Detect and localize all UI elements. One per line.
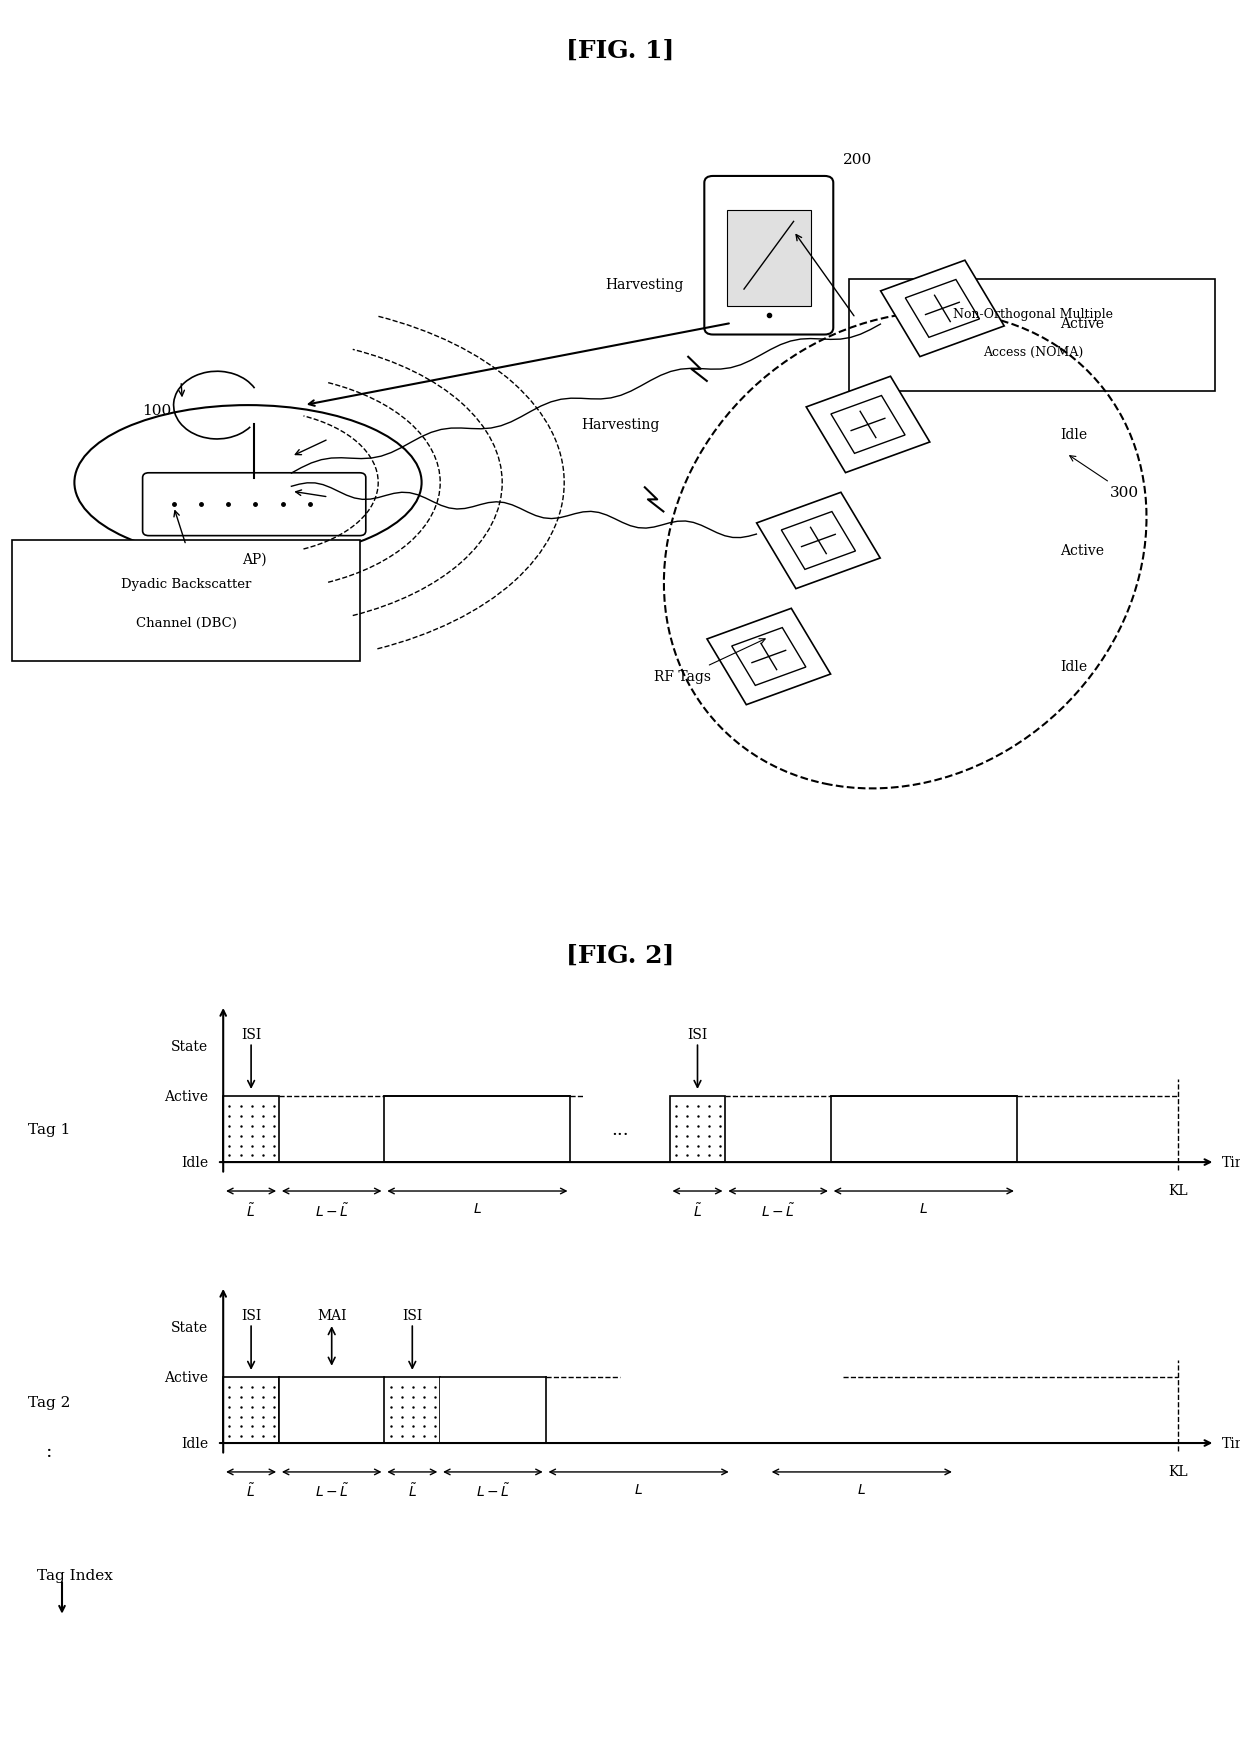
Text: 300: 300 [1110,487,1138,499]
Text: $\tilde{L}$: $\tilde{L}$ [408,1481,417,1500]
Text: RF Tags: RF Tags [653,669,711,683]
Text: $L - \tilde{L}$: $L - \tilde{L}$ [315,1481,348,1500]
Text: Harvesting: Harvesting [605,278,684,292]
Text: $\tilde{L}$: $\tilde{L}$ [247,1481,255,1500]
Text: $L - \tilde{L}$: $L - \tilde{L}$ [761,1202,795,1219]
Text: ...: ... [611,1121,629,1139]
Text: ISI: ISI [241,1028,262,1042]
Text: 200: 200 [843,153,873,167]
Text: MAI: MAI [317,1309,346,1323]
Text: $L$: $L$ [919,1202,929,1216]
Text: Tag 2: Tag 2 [29,1395,71,1409]
Text: KL: KL [1168,1464,1188,1478]
Text: $L - \tilde{L}$: $L - \tilde{L}$ [476,1481,510,1500]
Polygon shape [732,629,806,685]
Polygon shape [905,281,980,337]
Text: ISI: ISI [402,1309,423,1323]
Text: [FIG. 2]: [FIG. 2] [565,944,675,968]
Text: Time: Time [1221,1435,1240,1450]
Text: Dyadic Backscatter: Dyadic Backscatter [120,578,252,590]
Text: State: State [171,1040,208,1054]
Text: Harvesting: Harvesting [580,418,660,432]
Text: Active: Active [1060,316,1104,330]
FancyBboxPatch shape [143,473,366,536]
Bar [384,1096,570,1163]
Text: Tag Index: Tag Index [37,1569,113,1583]
FancyBboxPatch shape [849,279,1215,392]
Text: Non-Orthogonal Multiple: Non-Orthogonal Multiple [952,307,1114,320]
FancyBboxPatch shape [704,177,833,336]
Bar [279,1377,384,1442]
Text: 100: 100 [143,404,172,418]
Polygon shape [831,397,905,453]
Text: AP): AP) [242,553,267,568]
Bar [223,1096,279,1163]
Polygon shape [781,513,856,569]
Polygon shape [707,610,831,705]
FancyBboxPatch shape [727,211,811,306]
Text: $L$: $L$ [634,1481,644,1495]
Text: $L$: $L$ [472,1202,482,1216]
Text: Idle: Idle [181,1435,208,1450]
Text: Access (NOMA): Access (NOMA) [983,346,1083,358]
Bar [831,1096,1017,1163]
Text: Active: Active [165,1370,208,1385]
Text: Active: Active [165,1089,208,1103]
Text: :: : [46,1442,53,1460]
Text: $\tilde{L}$: $\tilde{L}$ [693,1202,702,1219]
Text: Time: Time [1221,1156,1240,1170]
Text: Idle: Idle [181,1156,208,1170]
Bar [384,1377,440,1442]
Bar [670,1096,725,1163]
Text: KL: KL [1168,1182,1188,1197]
Text: $L$: $L$ [857,1481,867,1495]
Text: $\tilde{L}$: $\tilde{L}$ [247,1202,255,1219]
Bar [223,1377,279,1442]
Polygon shape [756,494,880,589]
FancyBboxPatch shape [12,541,360,662]
Polygon shape [880,262,1004,357]
Text: ISI: ISI [241,1309,262,1323]
Text: $L - \tilde{L}$: $L - \tilde{L}$ [315,1202,348,1219]
Text: ISI: ISI [687,1028,708,1042]
Text: Tag 1: Tag 1 [29,1123,71,1137]
Polygon shape [806,378,930,473]
Text: Active: Active [1060,545,1104,557]
Text: Channel (DBC): Channel (DBC) [135,617,237,629]
Bar [440,1377,546,1442]
Text: State: State [171,1321,208,1335]
Text: Idle: Idle [1060,429,1087,441]
Text: Idle: Idle [1060,661,1087,673]
Text: [FIG. 1]: [FIG. 1] [565,39,675,63]
